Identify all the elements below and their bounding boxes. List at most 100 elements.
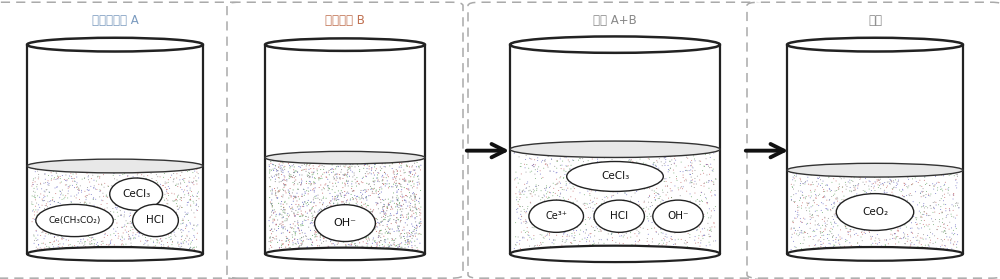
Point (277, 175, 293, 179)
Point (394, 204, 410, 208)
Point (364, 167, 380, 171)
Point (519, 195, 535, 199)
Point (533, 198, 549, 202)
Point (937, 180, 953, 184)
Point (186, 182, 202, 187)
Point (933, 205, 949, 209)
Point (553, 215, 569, 220)
Point (275, 215, 291, 219)
Point (912, 178, 928, 182)
Point (934, 230, 950, 234)
Point (805, 247, 821, 252)
Point (531, 219, 547, 223)
Point (52, 215, 68, 220)
Point (397, 238, 413, 243)
Point (699, 201, 715, 206)
Point (271, 213, 287, 217)
Point (169, 172, 185, 176)
Point (131, 231, 147, 235)
Point (632, 230, 648, 235)
Point (612, 205, 628, 210)
Point (181, 198, 197, 202)
Point (521, 189, 537, 193)
Point (32, 215, 48, 220)
Point (686, 182, 702, 186)
Point (403, 174, 419, 179)
Point (68, 172, 84, 176)
Point (586, 241, 602, 246)
Point (787, 228, 803, 233)
Point (636, 199, 652, 203)
Point (374, 179, 390, 183)
Point (74, 188, 90, 193)
Point (28, 229, 44, 234)
Point (826, 177, 842, 181)
Point (837, 244, 853, 249)
Point (785, 185, 801, 190)
Point (267, 166, 283, 170)
Point (70, 208, 86, 212)
Point (850, 210, 866, 214)
Point (299, 188, 315, 193)
Point (602, 210, 618, 214)
Point (316, 160, 332, 164)
Point (512, 177, 528, 181)
Point (607, 177, 623, 182)
Point (573, 228, 589, 232)
Point (179, 233, 195, 237)
Point (549, 170, 565, 175)
Point (317, 218, 333, 222)
Point (343, 242, 359, 246)
Point (942, 235, 958, 239)
Point (279, 236, 295, 241)
Point (264, 189, 280, 193)
Point (526, 233, 542, 238)
Point (362, 228, 378, 232)
Point (591, 222, 607, 226)
Point (363, 186, 379, 191)
Point (316, 236, 332, 241)
Point (145, 232, 161, 237)
Point (183, 198, 199, 203)
Point (615, 235, 631, 239)
Point (659, 208, 675, 213)
Point (687, 168, 703, 173)
Point (582, 191, 598, 196)
Point (627, 219, 643, 224)
Point (364, 210, 380, 214)
Point (275, 202, 291, 206)
Point (885, 186, 901, 190)
Point (166, 199, 182, 203)
Point (376, 244, 392, 248)
Point (908, 220, 924, 225)
Point (151, 213, 167, 218)
Point (857, 204, 873, 208)
Point (88, 179, 104, 183)
Point (38, 231, 54, 235)
Point (40, 182, 56, 187)
Point (117, 223, 133, 227)
Point (64, 169, 80, 173)
Point (401, 170, 417, 174)
Point (946, 191, 962, 196)
Point (927, 210, 943, 214)
Point (575, 219, 591, 223)
Point (267, 237, 283, 241)
Point (347, 177, 363, 182)
Point (331, 206, 347, 211)
Point (691, 159, 707, 163)
Point (305, 204, 321, 209)
Point (150, 174, 166, 179)
Point (297, 231, 313, 235)
Point (684, 165, 700, 169)
Point (141, 210, 157, 215)
Point (817, 221, 833, 225)
Point (891, 229, 907, 233)
Point (521, 233, 537, 238)
Point (61, 231, 77, 236)
Point (944, 247, 960, 251)
Point (340, 179, 356, 183)
Point (377, 240, 393, 244)
Point (359, 169, 375, 174)
Point (604, 238, 620, 243)
